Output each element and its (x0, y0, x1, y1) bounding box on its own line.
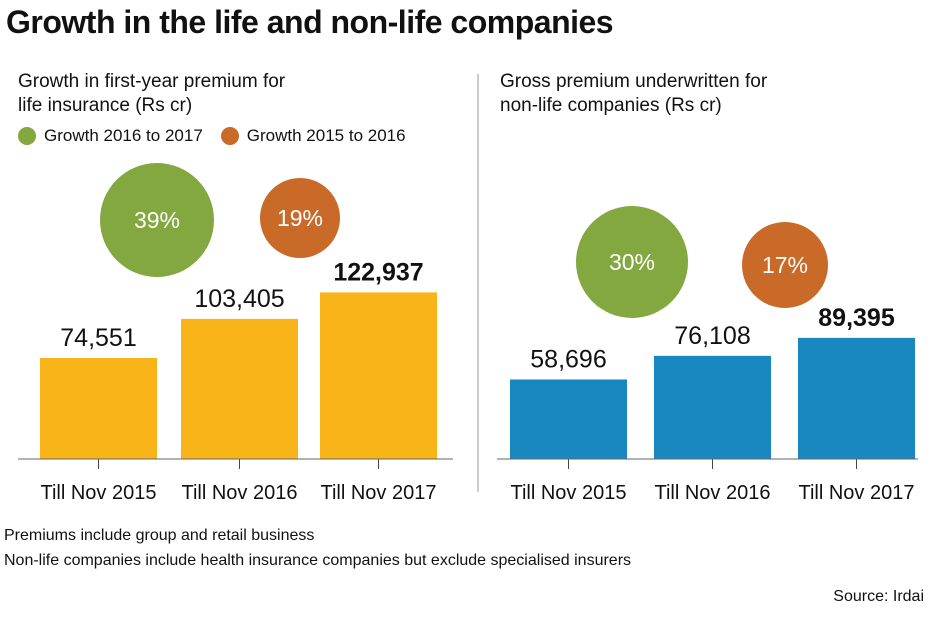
legend-green-dot (18, 127, 36, 145)
life-chart-title: Growth in first-year premium for life in… (18, 70, 285, 118)
bar (798, 337, 915, 459)
legend-orange-dot (220, 127, 239, 145)
bar-value-label: 89,395 (818, 304, 895, 332)
page-title: Growth in the life and non-life companie… (6, 4, 614, 40)
growth-bubble (576, 206, 688, 318)
growth-label: 39% (134, 207, 180, 233)
bar-value-label: 74,551 (60, 324, 136, 352)
growth-bubble (100, 163, 214, 277)
category-label: Till Nov 2017 (799, 482, 915, 504)
bar-value-label: 76,108 (674, 322, 750, 350)
nonlife-chart-title: Gross premium underwritten for non-life … (500, 70, 767, 118)
category-label: Till Nov 2016 (182, 482, 298, 504)
source: Source: Irdai (833, 588, 924, 605)
bar (320, 292, 437, 459)
growth-bubble (742, 222, 828, 308)
growth-label: 17% (762, 252, 808, 278)
bar-value-label: 122,937 (333, 258, 423, 286)
legend-label: Growth 2016 to 2017 (44, 126, 203, 145)
bar-value-label: 58,696 (530, 345, 606, 373)
nonlife-chart-title-line: non-life companies (Rs cr) (500, 95, 722, 116)
category-label: Till Nov 2015 (511, 482, 627, 504)
legend: Growth 2016 to 2017 Growth 2015 to 2016 (18, 126, 406, 146)
growth-label: 19% (277, 205, 323, 231)
category-label: Till Nov 2017 (321, 482, 437, 504)
bar (181, 318, 298, 459)
bar (654, 355, 771, 459)
nonlife-chart-title-line: Gross premium underwritten for (500, 71, 768, 92)
bar-value-label: 103,405 (194, 285, 284, 313)
category-label: Till Nov 2016 (655, 482, 771, 504)
footnote: Premiums include group and retail busine… (4, 527, 315, 544)
footnote: Non-life companies include health insura… (4, 552, 632, 569)
bar (510, 379, 627, 459)
growth-label: 30% (609, 249, 655, 275)
growth-bubble (260, 178, 340, 258)
bar (40, 357, 157, 459)
legend-label: Growth 2015 to 2016 (246, 126, 406, 145)
life-chart-title-line: life insurance (Rs cr) (18, 95, 193, 116)
life-chart-title-line: Growth in first-year premium for (18, 71, 286, 92)
category-label: Till Nov 2015 (41, 482, 157, 504)
